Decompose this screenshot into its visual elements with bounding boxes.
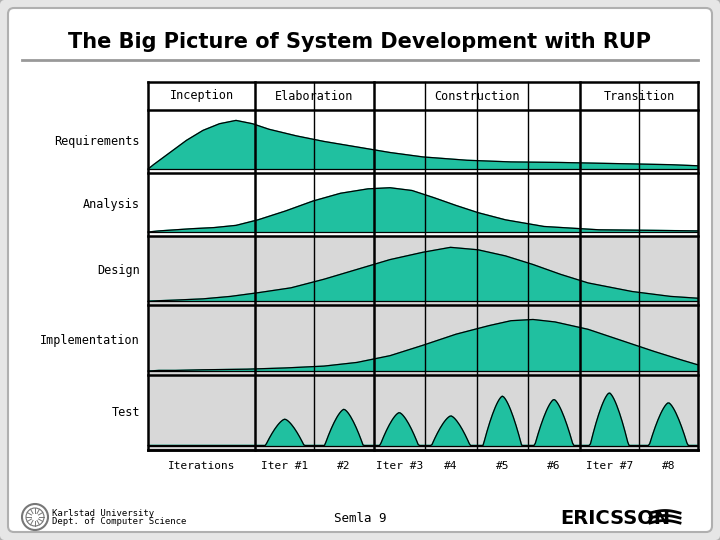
Text: Test: Test: [112, 406, 140, 419]
Text: Construction: Construction: [434, 90, 519, 103]
Text: #2: #2: [337, 461, 351, 471]
Text: Karlstad University: Karlstad University: [52, 510, 154, 518]
Text: Iterations: Iterations: [168, 461, 235, 471]
Text: #6: #6: [547, 461, 561, 471]
Text: Implementation: Implementation: [40, 334, 140, 347]
Text: Inception: Inception: [170, 90, 234, 103]
Polygon shape: [148, 393, 698, 446]
Text: Semla 9: Semla 9: [334, 511, 386, 524]
Text: #4: #4: [444, 461, 458, 471]
Bar: [148, 375, 698, 450]
Text: The Big Picture of System Development with RUP: The Big Picture of System Development wi…: [68, 32, 652, 52]
Polygon shape: [148, 247, 698, 301]
Polygon shape: [148, 120, 698, 169]
Text: Design: Design: [97, 264, 140, 277]
Text: Dept. of Computer Science: Dept. of Computer Science: [52, 517, 186, 526]
Bar: [148, 236, 698, 375]
Text: Iter #1: Iter #1: [261, 461, 308, 471]
Text: Elaboration: Elaboration: [275, 90, 354, 103]
Text: #8: #8: [662, 461, 675, 471]
Text: ERICSSON: ERICSSON: [560, 509, 670, 528]
Text: Analysis: Analysis: [83, 198, 140, 211]
Text: Iter #3: Iter #3: [376, 461, 423, 471]
Text: Iter #7: Iter #7: [585, 461, 633, 471]
Text: Transition: Transition: [603, 90, 675, 103]
Text: Requirements: Requirements: [55, 135, 140, 148]
Text: #5: #5: [495, 461, 509, 471]
FancyBboxPatch shape: [8, 8, 712, 532]
Polygon shape: [148, 188, 698, 232]
Polygon shape: [148, 320, 698, 371]
